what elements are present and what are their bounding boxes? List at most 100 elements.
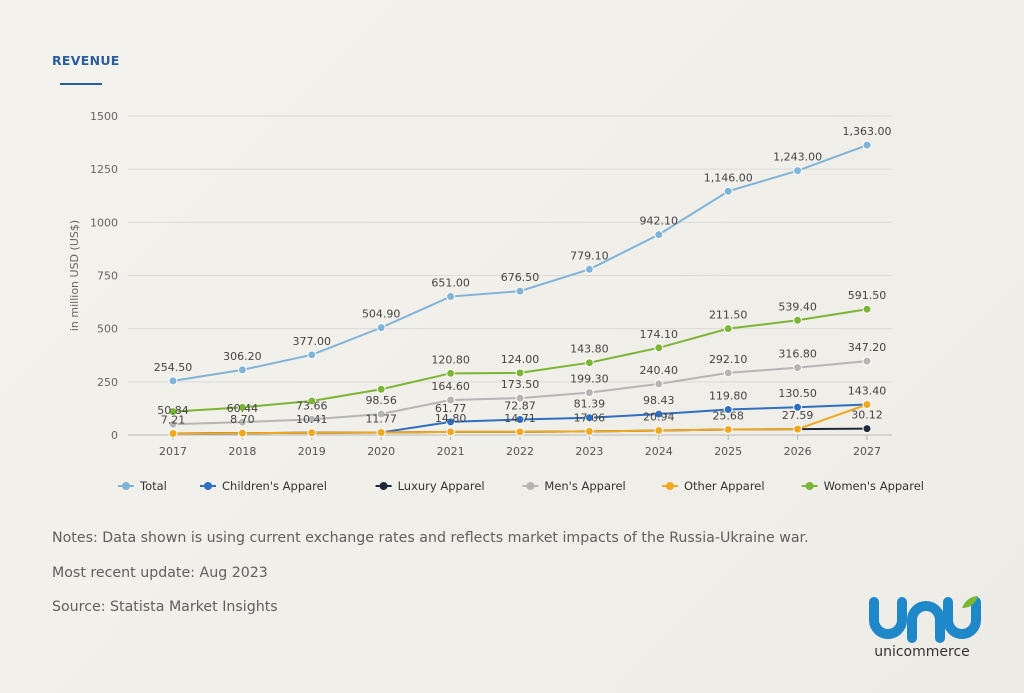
legend-marker: [379, 482, 388, 490]
x-tick-label: 2020: [367, 445, 395, 458]
y-tick-label: 1500: [90, 110, 118, 123]
data-label: 254.50: [154, 361, 193, 374]
data-label: 143.40: [848, 385, 887, 398]
notes-text: Notes: Data shown is using current excha…: [52, 530, 809, 546]
x-tick-label: 2019: [298, 445, 326, 458]
data-label: 14.71: [504, 412, 536, 425]
data-point: [307, 428, 317, 438]
data-point: [793, 315, 803, 325]
y-axis-title: in million USD (US$): [68, 220, 81, 331]
data-point: [515, 427, 525, 437]
x-tick-label: 2024: [645, 445, 673, 458]
data-label: 199.30: [570, 373, 609, 386]
legend-label: Women's Apparel: [824, 479, 924, 493]
y-tick-label: 1000: [90, 216, 118, 229]
data-point: [237, 428, 247, 438]
data-point: [237, 365, 247, 375]
data-label: 14.80: [435, 412, 467, 425]
data-point: [654, 409, 664, 419]
data-point: [515, 415, 525, 425]
data-point: [515, 368, 525, 378]
x-tick-label: 2018: [228, 445, 256, 458]
x-tick-label: 2023: [575, 445, 603, 458]
revenue-line-chart: 0 250 500 750 1000 1250 1500 in million USD (US…: [68, 110, 924, 493]
data-label: 651.00: [431, 277, 470, 290]
data-point: [584, 388, 594, 398]
data-label: 306.20: [223, 350, 262, 363]
data-label: 25.68: [712, 410, 744, 423]
data-point: [723, 324, 733, 334]
data-point: [168, 407, 178, 417]
data-label: 779.10: [570, 249, 609, 262]
data-label: 72.87: [504, 400, 536, 413]
data-label: 504.90: [362, 308, 401, 321]
x-tick-label: 2021: [437, 445, 465, 458]
unicommerce-logo: unicommerce: [862, 594, 982, 664]
data-label: 8.70: [230, 413, 255, 426]
data-point: [446, 395, 456, 405]
data-point: [862, 140, 872, 150]
y-tick-label: 1250: [90, 163, 118, 176]
data-point: [584, 413, 594, 423]
data-label: 316.80: [778, 348, 817, 361]
legend-label: Men's Apparel: [544, 479, 625, 493]
data-label: 676.50: [501, 271, 540, 284]
data-label: 347.20: [848, 341, 887, 354]
data-label: 30.12: [851, 409, 883, 422]
data-label: 98.43: [643, 394, 675, 407]
data-point: [654, 379, 664, 389]
data-point: [446, 292, 456, 302]
data-point: [168, 419, 178, 429]
data-label: 143.80: [570, 343, 609, 356]
data-label: 240.40: [640, 364, 679, 377]
data-label: 11.77: [365, 412, 397, 425]
data-point: [654, 343, 664, 353]
data-point: [307, 414, 317, 424]
y-tick-label: 250: [97, 376, 118, 389]
data-label: 124.00: [501, 353, 540, 366]
series-line: [172, 144, 868, 382]
legend-label: Luxury Apparel: [398, 479, 485, 493]
data-label: 1,363.00: [843, 125, 892, 138]
legend-marker: [122, 482, 130, 490]
data-point: [237, 402, 247, 412]
x-tick-label: 2017: [159, 445, 187, 458]
data-point: [793, 166, 803, 176]
data-point: [584, 426, 594, 436]
data-label: 539.40: [778, 300, 817, 313]
data-point: [862, 304, 872, 314]
legend-label: Other Apparel: [684, 479, 765, 493]
data-point: [376, 409, 386, 419]
data-label: 377.00: [293, 335, 332, 348]
legend-label: Children's Apparel: [222, 479, 327, 493]
x-tick-label: 2022: [506, 445, 534, 458]
data-point: [446, 427, 456, 437]
x-tick-label: 2027: [853, 445, 881, 458]
data-point: [793, 363, 803, 373]
data-point: [584, 264, 594, 274]
logo-text: unicommerce: [874, 644, 970, 660]
data-label: 7.21: [161, 413, 186, 426]
data-label: 130.50: [778, 387, 817, 400]
data-label: 73.66: [296, 399, 328, 412]
source-text: Source: Statista Market Insights: [52, 599, 278, 615]
data-point: [446, 417, 456, 427]
data-point: [793, 424, 803, 434]
data-label: 10.41: [296, 413, 328, 426]
data-label: 120.80: [431, 353, 470, 366]
data-point: [376, 427, 386, 437]
legend-marker: [526, 482, 535, 490]
data-point: [723, 368, 733, 378]
data-label: 1,146.00: [704, 171, 753, 184]
y-tick-label: 750: [97, 270, 118, 283]
data-label: 60.44: [227, 402, 259, 415]
data-label: 174.10: [640, 328, 679, 341]
data-point: [376, 384, 386, 394]
data-label: 591.50: [848, 289, 887, 302]
data-label: 61.77: [435, 402, 467, 415]
data-label: 173.50: [501, 378, 540, 391]
data-point: [168, 428, 178, 438]
data-point: [654, 230, 664, 240]
data-point: [584, 358, 594, 368]
data-label: 50.84: [157, 404, 189, 417]
